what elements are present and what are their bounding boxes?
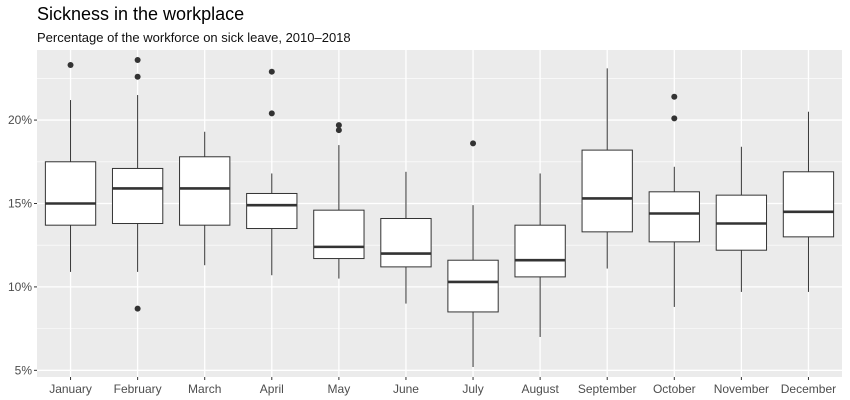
box: [581, 149, 633, 233]
box: [313, 209, 365, 260]
box: [514, 224, 566, 278]
x-tick-label: December: [781, 382, 836, 396]
x-tick-label: November: [714, 382, 769, 396]
box: [179, 156, 231, 226]
box: [44, 161, 97, 226]
box: [380, 218, 432, 268]
box: [111, 167, 164, 225]
x-tick-label: February: [114, 382, 162, 396]
plot-panel: [37, 50, 842, 377]
outlier-point: [335, 127, 342, 134]
x-tick-label: September: [578, 382, 637, 396]
x-tick-label: October: [653, 382, 696, 396]
outlier-point: [335, 122, 342, 129]
box: [782, 171, 835, 238]
outlier-point: [470, 140, 477, 147]
outlier-point: [134, 57, 141, 64]
y-tick-label: 5%: [15, 363, 33, 377]
x-tick-label: March: [188, 382, 221, 396]
outlier-point: [268, 68, 275, 75]
outlier-point: [671, 93, 678, 100]
chart-subtitle: Percentage of the workforce on sick leav…: [37, 30, 351, 45]
y-tick-label: 20%: [8, 113, 32, 127]
outlier-point: [134, 305, 141, 312]
y-tick-label: 15%: [8, 196, 32, 210]
x-tick-label: January: [49, 382, 92, 396]
x-tick-label: June: [393, 382, 419, 396]
x-tick-label: May: [328, 382, 351, 396]
box: [447, 259, 499, 313]
outlier-point: [268, 110, 275, 117]
y-tick-label: 10%: [8, 280, 32, 294]
x-tick-label: July: [462, 382, 483, 396]
x-tick-label: April: [260, 382, 284, 396]
outlier-point: [134, 73, 141, 80]
box: [648, 191, 700, 243]
chart-title: Sickness in the workplace: [37, 4, 245, 24]
outlier-point: [671, 115, 678, 122]
x-tick-label: August: [521, 382, 559, 396]
outlier-point: [67, 62, 74, 69]
box: [246, 192, 298, 230]
